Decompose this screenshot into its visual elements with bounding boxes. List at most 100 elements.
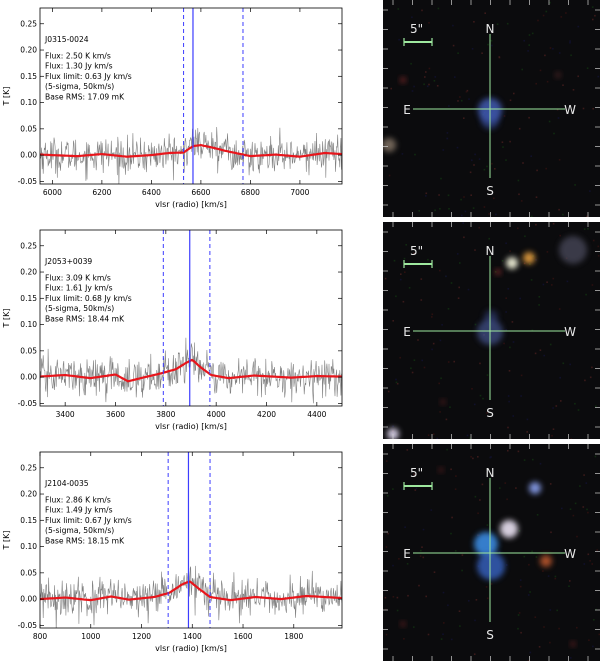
sky-noise bbox=[570, 657, 572, 659]
sky-noise bbox=[472, 48, 474, 50]
sky-noise bbox=[407, 563, 409, 565]
sky-noise bbox=[519, 128, 521, 130]
sky-noise bbox=[471, 160, 473, 162]
sky-source bbox=[555, 72, 561, 78]
y-tick-label: -0.05 bbox=[18, 621, 38, 630]
sky-noise bbox=[537, 514, 539, 516]
sky-noise bbox=[468, 289, 470, 291]
sky-noise bbox=[487, 524, 489, 526]
compass-west: W bbox=[564, 547, 576, 561]
sky-noise bbox=[447, 605, 449, 607]
sky-noise bbox=[520, 586, 522, 588]
sky-noise bbox=[474, 620, 476, 622]
sky-noise bbox=[491, 40, 493, 42]
sky-noise bbox=[563, 363, 565, 365]
sky-noise bbox=[417, 339, 419, 341]
sky-noise bbox=[553, 278, 555, 280]
sky-noise bbox=[505, 482, 507, 484]
sky-noise bbox=[561, 508, 563, 510]
sky-noise bbox=[515, 487, 517, 489]
sky-noise bbox=[529, 591, 531, 593]
sky-noise bbox=[528, 44, 530, 46]
sky-noise bbox=[470, 172, 472, 174]
sky-noise bbox=[552, 48, 554, 50]
source-name: J0315-0024 bbox=[44, 35, 89, 44]
sky-noise bbox=[502, 141, 504, 143]
sky-noise bbox=[546, 281, 548, 283]
sky-noise bbox=[532, 459, 534, 461]
annotation-line: Base RMS: 18.15 mK bbox=[45, 537, 125, 546]
sky-noise bbox=[428, 434, 430, 436]
sky-noise bbox=[495, 214, 497, 216]
sky-noise bbox=[399, 357, 401, 359]
sky-noise bbox=[425, 195, 427, 197]
sky-noise bbox=[587, 67, 589, 69]
sky-noise bbox=[520, 579, 522, 581]
sky-noise bbox=[397, 610, 399, 612]
sky-noise bbox=[528, 564, 530, 566]
sky-noise bbox=[477, 456, 479, 458]
sky-noise bbox=[558, 628, 560, 630]
sky-noise bbox=[549, 121, 551, 123]
sky-noise bbox=[521, 200, 523, 202]
sky-noise bbox=[550, 532, 552, 534]
sky-noise bbox=[457, 52, 459, 54]
compass-south: S bbox=[486, 628, 494, 642]
sky-noise bbox=[468, 600, 470, 602]
sky-source bbox=[400, 77, 406, 83]
sky-noise bbox=[588, 554, 590, 556]
sky-noise bbox=[559, 159, 561, 161]
sky-noise bbox=[434, 571, 436, 573]
source-name: J2104-0035 bbox=[44, 479, 89, 488]
sky-noise bbox=[565, 12, 567, 14]
sky-noise bbox=[577, 76, 579, 78]
sky-noise bbox=[491, 45, 493, 47]
compass-south: S bbox=[486, 406, 494, 420]
sky-noise bbox=[508, 288, 510, 290]
sky-noise bbox=[404, 526, 406, 528]
sky-noise bbox=[543, 355, 545, 357]
sky-noise bbox=[506, 564, 508, 566]
sky-noise bbox=[540, 349, 542, 351]
sky-noise bbox=[486, 166, 488, 168]
sky-noise bbox=[431, 316, 433, 318]
sky-noise bbox=[598, 76, 600, 78]
sky-noise bbox=[558, 117, 560, 119]
sky-noise bbox=[453, 45, 455, 47]
sky-noise bbox=[474, 404, 476, 406]
sky-noise bbox=[438, 8, 440, 10]
sky-noise bbox=[434, 210, 436, 212]
sky-noise bbox=[463, 237, 465, 239]
sky-noise bbox=[392, 488, 394, 490]
sky-noise bbox=[551, 435, 553, 437]
sky-noise bbox=[589, 190, 591, 192]
sky-noise bbox=[387, 495, 389, 497]
sky-noise bbox=[505, 243, 507, 245]
sky-noise bbox=[573, 89, 575, 91]
x-tick-label: 4400 bbox=[307, 410, 326, 419]
sky-noise bbox=[395, 379, 397, 381]
sky-noise bbox=[578, 26, 580, 28]
y-tick-label: 0.25 bbox=[20, 19, 37, 28]
sky-noise bbox=[407, 595, 409, 597]
sky-noise bbox=[586, 216, 588, 217]
sky-noise bbox=[400, 273, 402, 275]
sky-noise bbox=[463, 117, 465, 119]
sky-noise bbox=[555, 576, 557, 578]
sky-noise bbox=[481, 52, 483, 54]
sky-noise bbox=[585, 294, 587, 296]
sky-source bbox=[500, 520, 518, 538]
compass-north: N bbox=[486, 22, 495, 36]
sky-noise bbox=[433, 433, 435, 435]
sky-noise bbox=[421, 360, 423, 362]
sky-noise bbox=[410, 368, 412, 370]
sky-noise bbox=[448, 361, 450, 363]
sky-noise bbox=[519, 298, 521, 300]
sky-noise bbox=[418, 210, 420, 212]
annotation-line: Flux limit: 0.63 Jy km/s bbox=[45, 72, 132, 81]
sky-noise bbox=[439, 208, 441, 210]
sky-noise bbox=[447, 132, 449, 134]
sky-noise bbox=[398, 39, 400, 41]
